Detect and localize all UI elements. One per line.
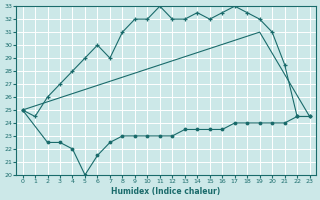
X-axis label: Humidex (Indice chaleur): Humidex (Indice chaleur) [111,187,221,196]
